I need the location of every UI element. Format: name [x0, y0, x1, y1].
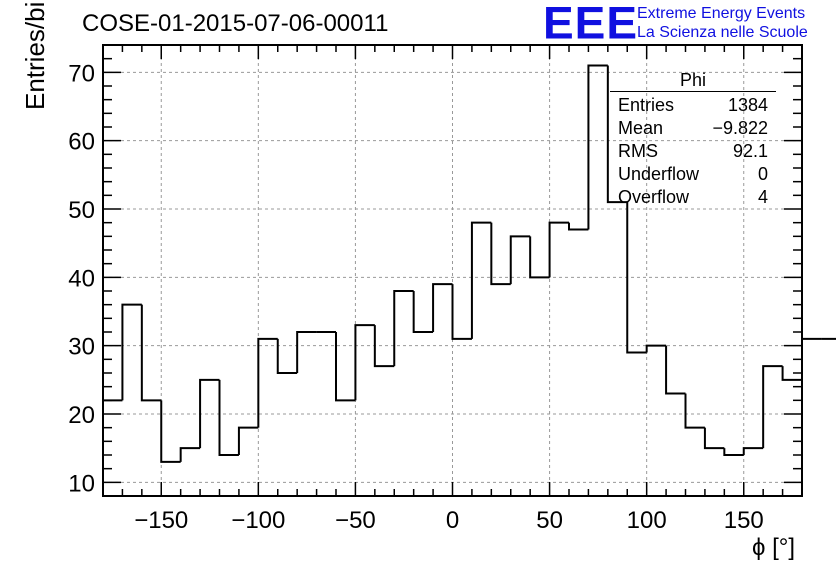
histogram-bin [645, 344, 667, 353]
logo-caption-line2: La Scienza nelle Scuole [637, 24, 808, 41]
y-tick-label: 40 [68, 265, 95, 292]
y-tick-label: 50 [68, 197, 95, 224]
histogram-bin [626, 202, 647, 354]
histogram-bin [179, 447, 201, 462]
axis-ticks [102, 44, 803, 497]
histogram-bin [412, 291, 434, 333]
x-tick-label: 50 [536, 507, 563, 534]
logo-caption: Extreme Energy Events La Scienza nelle S… [637, 4, 808, 42]
stats-label: Mean [618, 118, 664, 138]
histogram-bin [568, 222, 589, 231]
stats-label: Overflow [618, 187, 690, 207]
histogram-bin [606, 65, 628, 204]
histogram-bin [587, 64, 608, 230]
stats-value: 4 [757, 187, 768, 207]
stats-row-overflow: Overflow 4 [610, 186, 776, 209]
y-tick-label: 10 [68, 470, 95, 497]
histogram-bin [160, 400, 181, 463]
histogram-bin [703, 427, 725, 450]
histogram-series [103, 64, 836, 463]
y-tick-label: 30 [68, 334, 95, 361]
histogram-bin [393, 290, 414, 367]
stats-box: Phi Entries 1384 Mean −9.822 RMS 92.1 Un… [610, 70, 776, 209]
stats-label: Entries [618, 95, 675, 115]
stats-row-entries: Entries 1384 [610, 94, 776, 117]
histogram-bin [451, 284, 472, 340]
stats-title: Phi [610, 70, 776, 92]
y-tick-label: 70 [68, 60, 95, 87]
x-tick-label: 100 [627, 507, 667, 534]
stats-value: 1384 [727, 95, 768, 115]
histogram-bin [237, 426, 259, 455]
x-tick-label: −50 [335, 507, 376, 534]
stats-value: 0 [757, 164, 768, 184]
stats-row-rms: RMS 92.1 [610, 140, 776, 163]
histogram-bin [490, 222, 511, 286]
histogram-bin [723, 448, 744, 456]
stats-row-underflow: Underflow 0 [610, 163, 776, 186]
eee-logo: EEE [543, 0, 639, 49]
histogram-bin [335, 332, 356, 402]
stats-label: Underflow [618, 164, 700, 184]
histogram-bin [373, 325, 395, 368]
y-axis-label: Entries/bin [20, 0, 50, 110]
histogram-bin [432, 283, 453, 332]
histogram-bin [296, 331, 317, 373]
x-tick-label: −100 [231, 507, 285, 534]
histogram-bin [354, 324, 375, 401]
y-tick-label: 60 [68, 129, 95, 156]
histogram-bin [529, 236, 550, 279]
histogram-bin [665, 345, 686, 395]
x-axis-label: ϕ [°] [752, 534, 796, 561]
histogram-bin [257, 337, 278, 428]
x-tick-label: −150 [134, 507, 188, 534]
stats-value: −9.822 [712, 118, 768, 138]
histogram-bin [742, 447, 764, 455]
histogram-bin [121, 303, 142, 401]
x-tick-label: 150 [724, 507, 764, 534]
histogram-bin [470, 221, 492, 339]
histogram-bin [276, 338, 298, 374]
histogram-bin [218, 379, 239, 456]
chart-title: COSE-01-2015-07-06-00011 [82, 10, 389, 37]
tick-labels: −150 −100 −50 0 50 100 150 10 20 30 40 50 60 70 [68, 60, 763, 534]
stats-value: 92.1 [732, 141, 768, 161]
histogram-bin [762, 365, 783, 449]
y-tick-label: 20 [68, 402, 95, 429]
histogram-bin [509, 235, 531, 285]
histogram-bin [801, 337, 822, 380]
logo-caption-line1: Extreme Energy Events [637, 5, 806, 22]
x-tick-label: 0 [446, 507, 459, 534]
stats-label: RMS [618, 141, 658, 161]
histogram-bin [684, 393, 705, 429]
histogram-bin [548, 221, 569, 278]
histogram-bin [140, 304, 162, 402]
histogram-bin [781, 366, 802, 381]
histogram-bin [199, 378, 220, 449]
stats-row-mean: Mean −9.822 [610, 117, 776, 140]
